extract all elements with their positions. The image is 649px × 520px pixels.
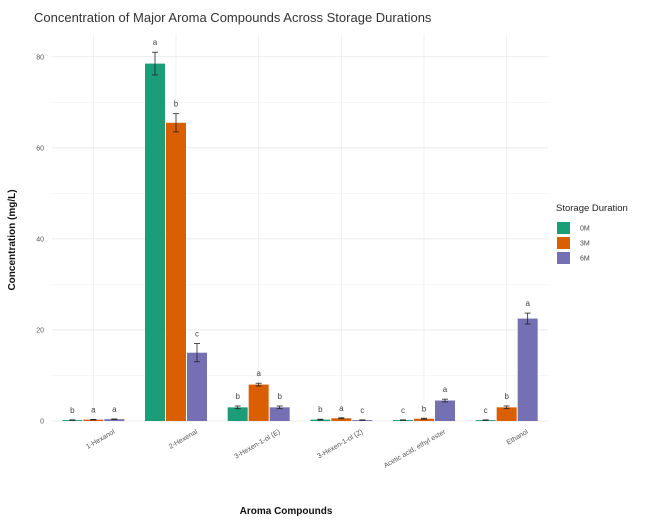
bar	[166, 122, 186, 422]
significance-letter: b	[70, 406, 75, 415]
significance-letter: a	[525, 299, 530, 308]
y-axis-title: Concentration (mg/L)	[7, 189, 18, 290]
significance-letter: c	[401, 406, 405, 415]
significance-letter: c	[195, 330, 199, 339]
significance-letter: b	[235, 392, 240, 401]
legend-title: Storage Duration	[556, 203, 628, 214]
chart-title: Concentration of Major Aroma Compounds A…	[34, 10, 432, 25]
significance-letters: b a b b c c a b a a b b a c b c a a	[70, 38, 530, 415]
y-axis-ticks: 0 20 40 60 80	[36, 54, 44, 425]
significance-letter: b	[504, 392, 509, 401]
significance-letter: b	[318, 405, 323, 414]
significance-letter: a	[153, 38, 158, 47]
significance-letter: a	[443, 385, 448, 394]
significance-letter: b	[422, 404, 427, 413]
x-tick-label: Acetic acid, ethyl ester	[383, 428, 448, 469]
bar	[83, 419, 104, 421]
error-bars	[69, 51, 531, 421]
significance-letter: c	[360, 406, 364, 415]
grid-lines	[52, 34, 548, 422]
legend-label: 6M	[580, 256, 590, 263]
bar	[414, 418, 434, 421]
x-axis-title: Aroma Compounds	[240, 506, 333, 517]
x-tick-label: Ethanol	[506, 428, 530, 446]
bar	[227, 407, 248, 421]
bar	[331, 418, 352, 421]
legend-swatch	[557, 222, 570, 234]
significance-letter: a	[112, 405, 117, 414]
legend-label: 0M	[580, 226, 590, 233]
significance-letter: b	[277, 392, 282, 401]
significance-letter: c	[484, 406, 488, 415]
bar	[517, 318, 538, 421]
x-tick-label: 1-Hexanol	[85, 428, 117, 450]
x-tick-label: 2-Hexenal	[168, 428, 200, 450]
bars	[62, 63, 538, 422]
x-tick-label: 3-Hexen-1-ol (Z)	[316, 429, 364, 461]
x-tick-label: 3-Hexen-1-ol (E)	[233, 429, 281, 461]
legend-label: 3M	[580, 241, 590, 248]
bar	[496, 407, 517, 421]
bar	[104, 419, 125, 421]
significance-letter: a	[91, 405, 96, 414]
y-tick-label: 40	[36, 236, 44, 243]
y-tick-label: 80	[36, 54, 44, 61]
significance-letter: a	[339, 404, 344, 413]
bar	[145, 63, 165, 421]
significance-letter: b	[174, 100, 179, 109]
legend-swatch	[557, 237, 570, 249]
bar	[435, 400, 455, 421]
y-tick-label: 60	[36, 145, 44, 152]
y-tick-label: 20	[36, 327, 44, 334]
x-axis-ticks: 1-Hexanol 2-Hexenal 3-Hexen-1-ol (E) 3-Hexe…	[85, 428, 530, 469]
y-tick-label: 0	[40, 419, 44, 426]
significance-letter: a	[256, 369, 261, 378]
bar	[187, 352, 207, 421]
bar	[269, 407, 290, 421]
legend-swatch	[557, 252, 570, 264]
legend: Storage Duration 0M 3M 6M	[556, 203, 628, 264]
bar	[248, 384, 269, 421]
